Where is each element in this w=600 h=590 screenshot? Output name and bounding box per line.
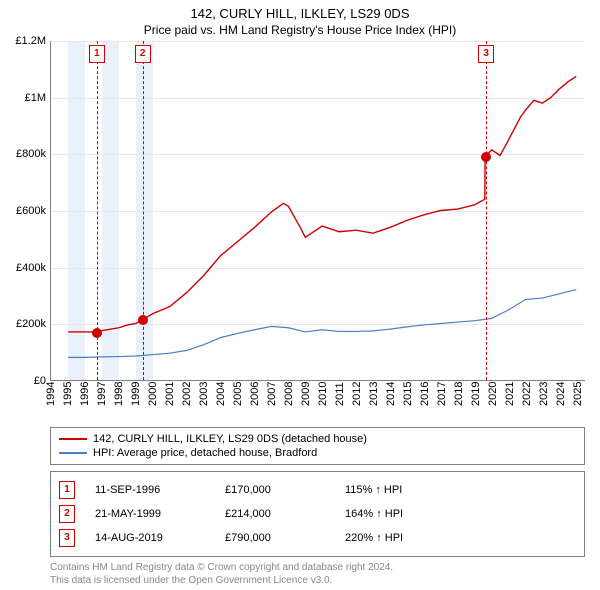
xtick-label: 2016 [419, 382, 431, 406]
event-price: £790,000 [225, 532, 325, 544]
attribution-line-1: Contains HM Land Registry data © Crown c… [50, 561, 585, 574]
event-marker-box: 3 [478, 45, 494, 63]
attribution-line-2: This data is licensed under the Open Gov… [50, 574, 585, 587]
event-row: 2 21-MAY-1999 £214,000 164% ↑ HPI [59, 502, 576, 526]
event-price: £214,000 [225, 508, 325, 520]
xtick-label: 2023 [538, 382, 550, 406]
chart-title: 142, CURLY HILL, ILKLEY, LS29 0DS [0, 0, 600, 21]
xtick-label: 2004 [215, 382, 227, 406]
event-marker-box: 1 [89, 45, 105, 63]
xtick-label: 2021 [504, 382, 516, 406]
xtick-label: 2015 [402, 382, 414, 406]
xtick-label: 2024 [555, 382, 567, 406]
xtick-label: 2022 [521, 382, 533, 406]
xtick-label: 1996 [79, 382, 91, 406]
event-line [486, 41, 487, 380]
xtick-label: 2009 [300, 382, 312, 406]
xtick-label: 2013 [368, 382, 380, 406]
chart-subtitle: Price paid vs. HM Land Registry's House … [0, 21, 600, 41]
xtick-label: 2000 [147, 382, 159, 406]
legend-item-hpi: HPI: Average price, detached house, Brad… [59, 446, 576, 460]
xtick-label: 2019 [470, 382, 482, 406]
ytick-label: £400k [6, 262, 46, 274]
legend-swatch-property [59, 438, 87, 440]
event-price: £170,000 [225, 484, 325, 496]
legend-swatch-hpi [59, 452, 87, 454]
xtick-label: 1997 [96, 382, 108, 406]
xtick-label: 1994 [45, 382, 57, 406]
xtick-label: 1998 [113, 382, 125, 406]
event-number-badge: 2 [59, 505, 75, 523]
event-number-badge: 3 [59, 529, 75, 547]
event-date: 14-AUG-2019 [95, 532, 205, 544]
xtick-label: 2001 [164, 382, 176, 406]
xtick-label: 1999 [130, 382, 142, 406]
event-pct: 115% ↑ HPI [345, 484, 455, 496]
event-row: 1 11-SEP-1996 £170,000 115% ↑ HPI [59, 478, 576, 502]
legend-item-property: 142, CURLY HILL, ILKLEY, LS29 0DS (detac… [59, 432, 576, 446]
events-table: 1 11-SEP-1996 £170,000 115% ↑ HPI 2 21-MAY-19… [50, 471, 585, 557]
ytick-label: £800k [6, 148, 46, 160]
xtick-label: 2025 [572, 382, 584, 406]
event-date: 11-SEP-1996 [95, 484, 205, 496]
legend: 142, CURLY HILL, ILKLEY, LS29 0DS (detac… [50, 427, 585, 465]
event-marker-dot [92, 328, 102, 338]
legend-label-hpi: HPI: Average price, detached house, Brad… [93, 447, 317, 459]
ytick-label: £600k [6, 205, 46, 217]
event-pct: 220% ↑ HPI [345, 532, 455, 544]
event-marker-box: 2 [135, 45, 151, 63]
attribution: Contains HM Land Registry data © Crown c… [50, 561, 585, 587]
legend-label-property: 142, CURLY HILL, ILKLEY, LS29 0DS (detac… [93, 433, 367, 445]
xtick-label: 2002 [181, 382, 193, 406]
event-marker-dot [481, 152, 491, 162]
series-svg [51, 41, 585, 380]
xtick-label: 2003 [198, 382, 210, 406]
xtick-label: 2011 [334, 382, 346, 406]
xtick-label: 1995 [62, 382, 74, 406]
xtick-label: 2006 [249, 382, 261, 406]
ytick-label: £1M [6, 92, 46, 104]
event-date: 21-MAY-1999 [95, 508, 205, 520]
xtick-label: 2005 [232, 382, 244, 406]
xtick-label: 2014 [385, 382, 397, 406]
series-line-property [68, 76, 576, 332]
xtick-label: 2012 [351, 382, 363, 406]
event-marker-dot [138, 315, 148, 325]
chart-container: 142, CURLY HILL, ILKLEY, LS29 0DS Price … [0, 0, 600, 590]
ytick-label: £1.2M [6, 35, 46, 47]
xtick-label: 2008 [283, 382, 295, 406]
plot-area: £0£200k£400k£600k£800k£1M£1.2M1994199519… [50, 41, 585, 381]
event-number-badge: 1 [59, 481, 75, 499]
event-row: 3 14-AUG-2019 £790,000 220% ↑ HPI [59, 526, 576, 550]
event-pct: 164% ↑ HPI [345, 508, 455, 520]
xtick-label: 2017 [436, 382, 448, 406]
ytick-label: £200k [6, 318, 46, 330]
xtick-label: 2018 [453, 382, 465, 406]
event-line [143, 41, 144, 380]
ytick-label: £0 [6, 375, 46, 387]
xtick-label: 2007 [266, 382, 278, 406]
xtick-label: 2020 [487, 382, 499, 406]
xtick-label: 2010 [317, 382, 329, 406]
